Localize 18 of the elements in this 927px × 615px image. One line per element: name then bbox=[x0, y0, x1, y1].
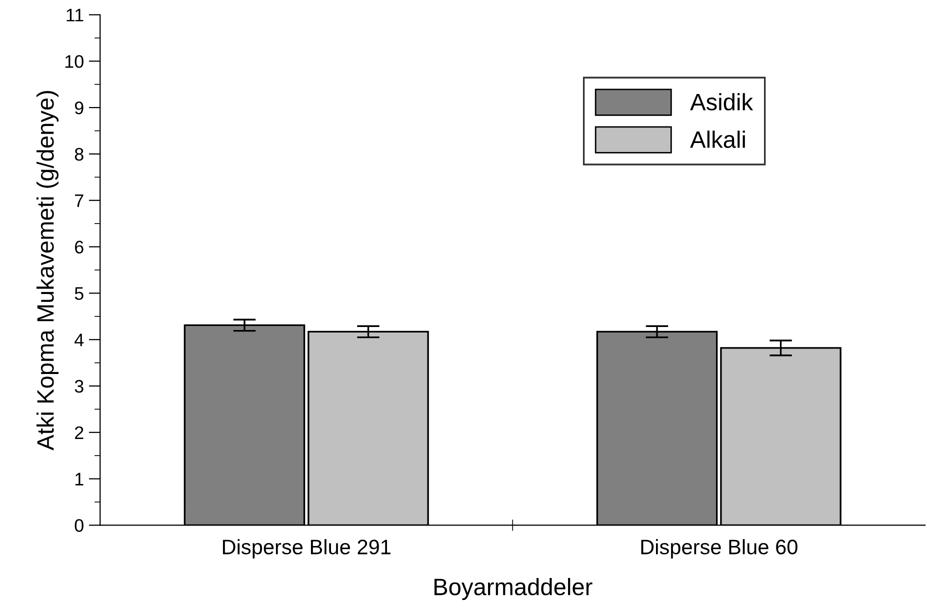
y-tick-label: 2 bbox=[75, 426, 84, 439]
y-tick-label: 3 bbox=[74, 380, 84, 393]
y-tick-label: 11 bbox=[66, 8, 84, 22]
legend-label: Alkali bbox=[690, 130, 745, 148]
legend-label: Asidik bbox=[690, 93, 754, 110]
y-tick-label: 0 bbox=[74, 519, 84, 532]
y-axis-title: Atki Kopma Mukavemeti (g/denye) bbox=[36, 91, 59, 450]
x-axis-title: Boyarmaddeler bbox=[434, 578, 592, 600]
y-tick-label: 4 bbox=[74, 334, 84, 346]
y-tick-label: 7 bbox=[75, 194, 84, 207]
y-tick-label: 1 bbox=[75, 472, 84, 486]
y-tick-label: 10 bbox=[65, 55, 84, 68]
y-tick-label: 9 bbox=[74, 102, 84, 114]
x-tick-label: Disperse Blue 291 bbox=[222, 539, 390, 559]
y-tick-label: 8 bbox=[74, 148, 84, 161]
y-tick-label: 6 bbox=[75, 240, 84, 254]
y-tick-label: 5 bbox=[74, 287, 84, 300]
x-tick-label: Disperse Blue 60 bbox=[641, 539, 798, 559]
